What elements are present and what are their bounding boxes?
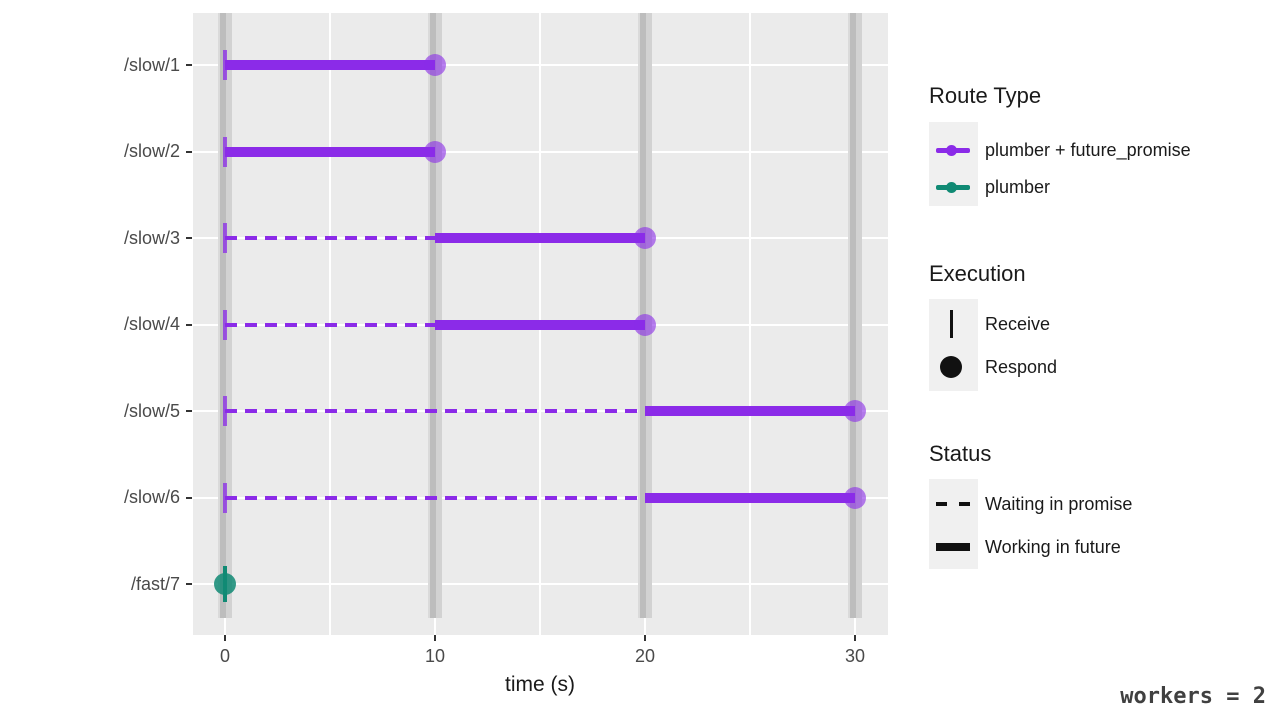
receive-tick bbox=[223, 309, 227, 340]
respond-dot bbox=[424, 54, 446, 76]
working-in-future-line bbox=[225, 146, 435, 157]
working-in-future-line bbox=[435, 233, 645, 243]
y-axis-tick bbox=[186, 410, 192, 412]
respond-dot bbox=[634, 227, 656, 249]
respond-dot bbox=[634, 313, 656, 336]
waiting-in-promise-line bbox=[225, 236, 435, 240]
x-axis-label: 10 bbox=[424, 646, 446, 666]
legend-title-route-type: Route Type bbox=[929, 83, 1042, 108]
workers-annotation: workers = 2 bbox=[1120, 684, 1266, 709]
working-in-future-line bbox=[435, 319, 645, 330]
working-in-future-line bbox=[645, 406, 855, 416]
y-axis-label: /slow/3 bbox=[123, 228, 180, 248]
legend-label: plumber + future_promise bbox=[985, 140, 1191, 160]
worker-busy-bar bbox=[428, 13, 442, 618]
receive-tick bbox=[223, 396, 227, 426]
legend-key-background bbox=[929, 122, 978, 206]
y-axis-tick bbox=[186, 237, 192, 239]
y-axis-label: /slow/2 bbox=[123, 141, 180, 161]
legend-label: plumber bbox=[985, 177, 1051, 197]
y-axis-label: /slow/4 bbox=[123, 314, 180, 334]
legend-label: Waiting in promise bbox=[985, 494, 1133, 514]
worker-busy-bar bbox=[848, 13, 862, 618]
working-key-icon bbox=[936, 543, 970, 551]
respond-key-icon bbox=[940, 356, 962, 378]
y-axis-tick bbox=[186, 64, 192, 66]
gridline-vertical-minor bbox=[749, 13, 751, 635]
y-axis-label: /fast/7 bbox=[130, 574, 180, 594]
working-in-future-line bbox=[645, 492, 855, 503]
legend-label: Receive bbox=[985, 314, 1051, 334]
waiting-in-promise-line bbox=[225, 322, 435, 327]
x-axis-tick bbox=[434, 635, 436, 641]
route-future-promise-key-dot-icon bbox=[946, 145, 957, 156]
respond-dot bbox=[844, 486, 866, 509]
y-axis-label: /slow/1 bbox=[123, 55, 180, 75]
y-axis-label: /slow/5 bbox=[123, 401, 180, 421]
receive-key-icon bbox=[950, 310, 953, 338]
working-in-future-line bbox=[225, 60, 435, 70]
y-axis-tick bbox=[186, 496, 192, 499]
route-plumber-key-dot-icon bbox=[946, 182, 957, 193]
x-axis-label: 20 bbox=[634, 646, 656, 666]
receive-tick bbox=[223, 482, 227, 513]
waiting-key-icon bbox=[936, 502, 970, 506]
y-axis-tick bbox=[186, 150, 192, 153]
plot-panel bbox=[186, 13, 888, 641]
y-axis-label: /slow/6 bbox=[123, 487, 180, 507]
respond-dot bbox=[424, 140, 446, 163]
respond-dot bbox=[844, 400, 866, 422]
x-axis-label: 30 bbox=[844, 646, 866, 666]
waiting-in-promise-line bbox=[225, 409, 645, 413]
legend-key-background bbox=[929, 479, 978, 569]
receive-tick bbox=[223, 136, 227, 167]
legend-label: Respond bbox=[985, 357, 1058, 377]
x-axis-tick bbox=[644, 635, 646, 641]
x-axis-tick bbox=[854, 635, 856, 641]
x-axis-tick bbox=[224, 635, 226, 641]
receive-tick bbox=[223, 50, 227, 80]
respond-dot bbox=[214, 573, 236, 595]
y-axis-tick bbox=[186, 323, 192, 326]
legend-title-status: Status bbox=[929, 441, 992, 466]
x-axis-title: time (s) bbox=[505, 673, 575, 696]
legend-label: Working in future bbox=[985, 537, 1121, 557]
x-axis-label: 0 bbox=[219, 646, 230, 666]
legend-title-execution: Execution bbox=[929, 261, 1026, 286]
receive-tick bbox=[223, 223, 227, 253]
waiting-in-promise-line bbox=[225, 495, 645, 500]
y-axis-tick bbox=[186, 583, 192, 585]
